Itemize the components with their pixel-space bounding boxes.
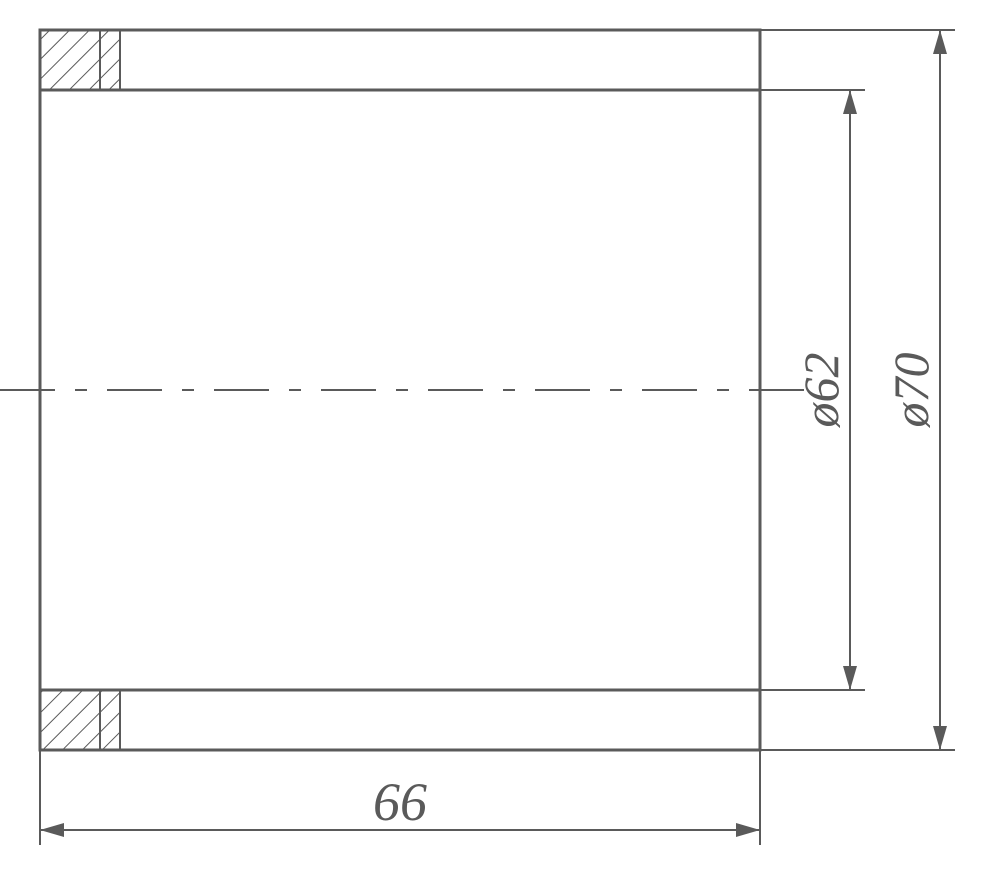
section-hatch-1 bbox=[40, 690, 120, 750]
dim-dia70-arrow-bot bbox=[933, 726, 947, 750]
dim-dia70-arrow-top bbox=[933, 30, 947, 54]
dim-dia70-value: ø70 bbox=[883, 353, 939, 429]
section-hatch-0 bbox=[40, 30, 120, 90]
dim-dia62-value: ø62 bbox=[793, 353, 849, 429]
dim-dia62-arrow-top bbox=[843, 90, 857, 114]
dim-length-arrow-right bbox=[736, 823, 760, 837]
dim-length-value: 66 bbox=[373, 772, 427, 832]
dim-dia62-arrow-bot bbox=[843, 666, 857, 690]
dim-length-arrow-left bbox=[40, 823, 64, 837]
engineering-drawing: 66 ø62 ø70 bbox=[0, 0, 995, 896]
